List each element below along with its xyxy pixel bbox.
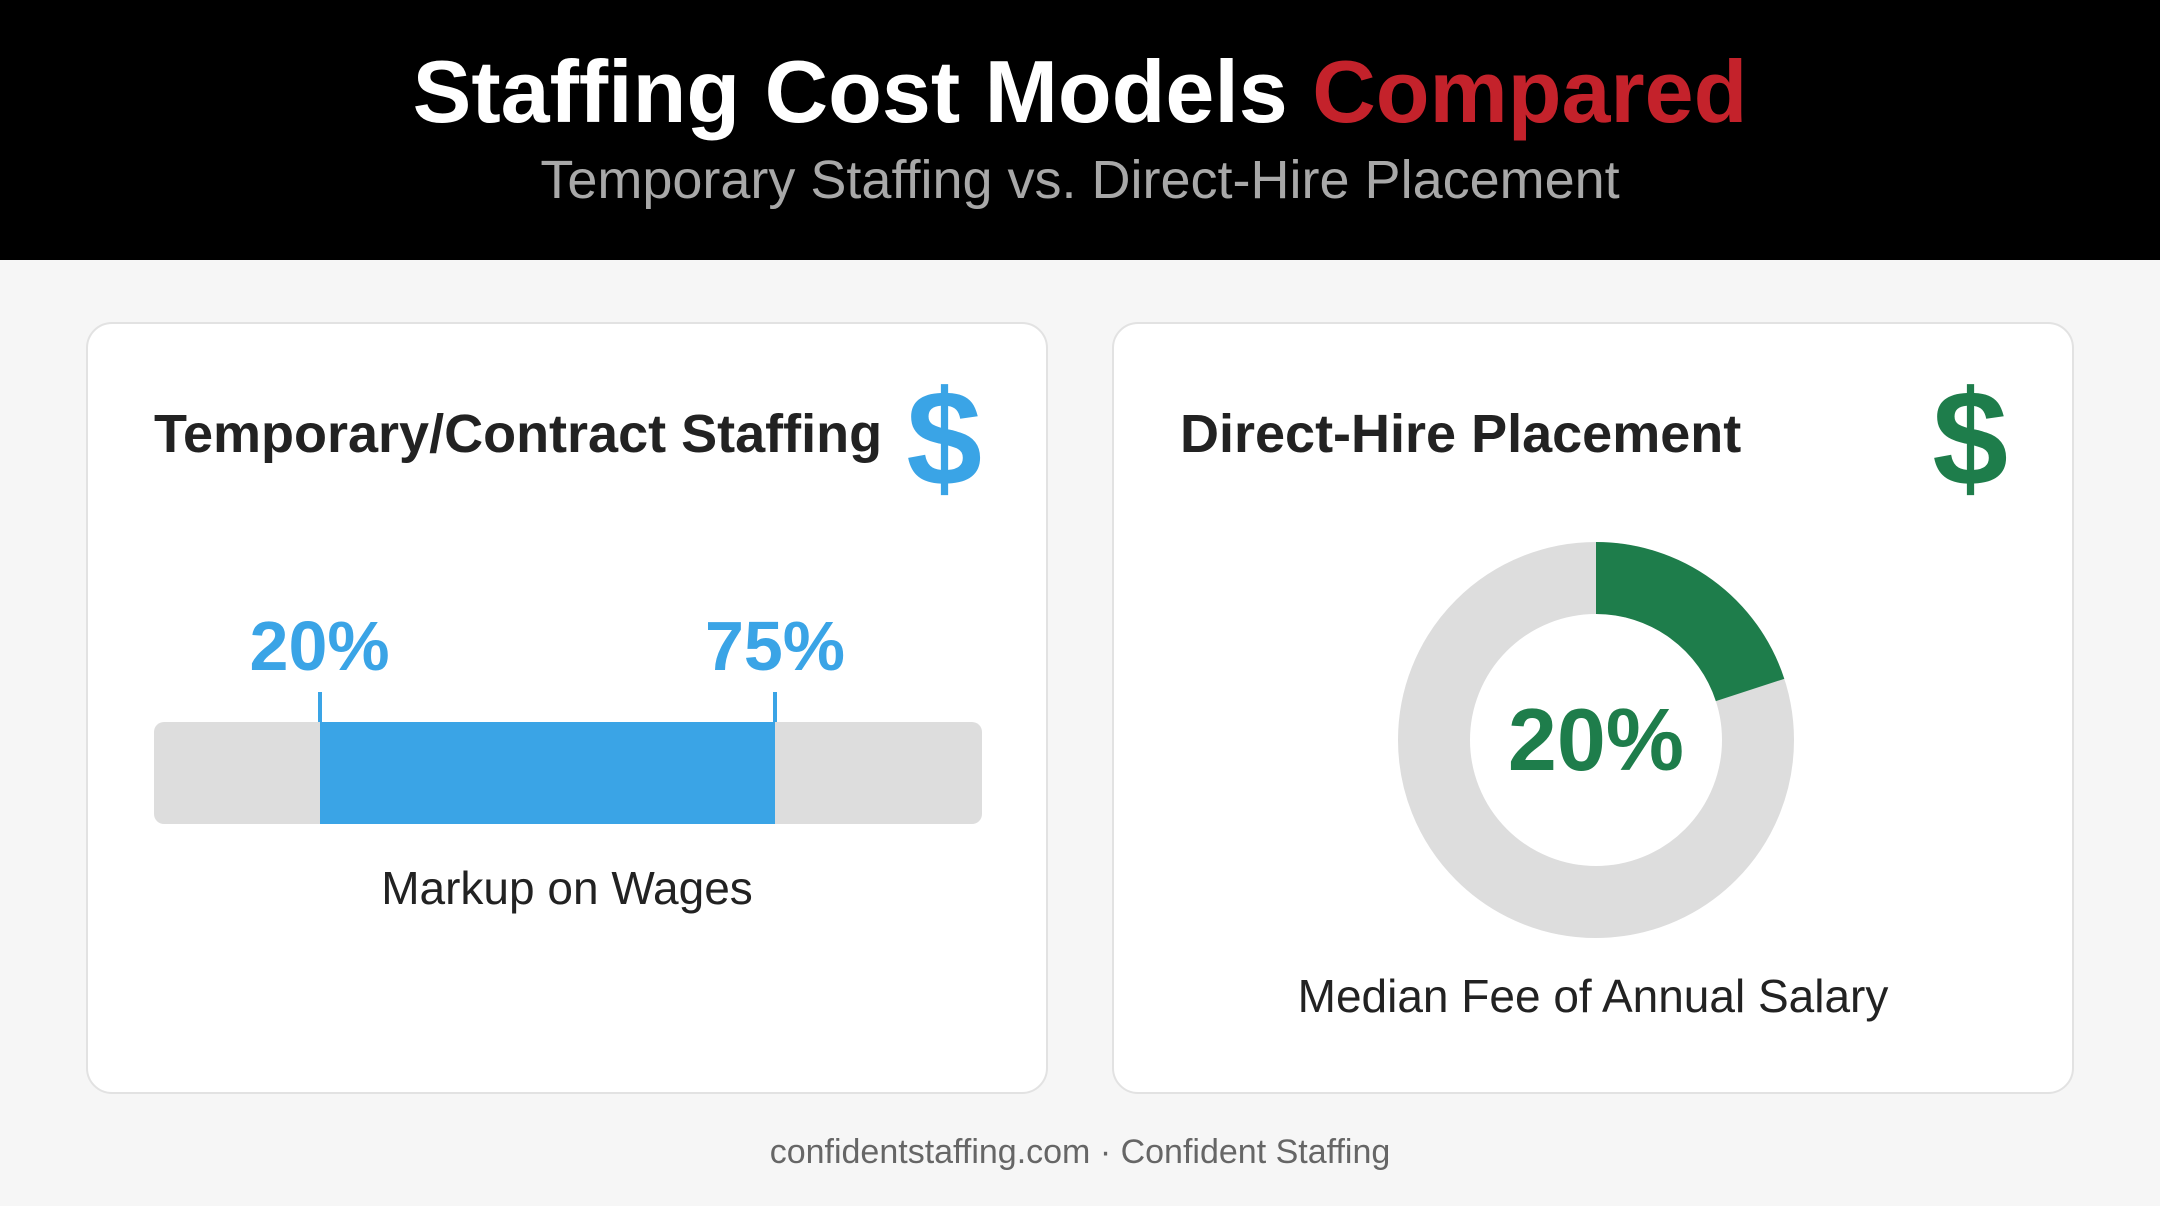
markup-range-track: [154, 722, 982, 824]
donut-center-label: 20%: [1507, 690, 1685, 789]
temp-card-caption: Markup on Wages: [381, 862, 753, 914]
temp-staffing-card: Temporary/Contract Staffing $ 20% 75% Ma…: [86, 322, 1048, 1094]
range-low-tick: [317, 692, 322, 726]
page-title: Staffing Cost Models Compared: [0, 42, 2160, 142]
page-title-main: Staffing Cost Models: [412, 42, 1288, 141]
footer-credit: confidentstaffing.com · Confident Staffi…: [769, 1133, 1391, 1171]
temp-card-title: Temporary/Contract Staffing: [154, 404, 883, 464]
page-subtitle: Temporary Staffing vs. Direct-Hire Place…: [540, 150, 1620, 210]
direct-hire-card: Direct-Hire Placement $ 20% Median Fee o…: [1112, 322, 2074, 1094]
dollar-sign-icon: $: [906, 362, 982, 514]
range-low-label: 20%: [249, 607, 390, 685]
direct-card-caption: Median Fee of Annual Salary: [1297, 970, 1889, 1022]
fee-donut-svg: [1398, 542, 1794, 938]
fee-donut-chart: 20%: [1398, 542, 1794, 938]
range-high-tick: [773, 692, 777, 726]
direct-card-title: Direct-Hire Placement: [1180, 404, 1742, 464]
range-high-label: 75%: [704, 607, 846, 685]
header-banner: Staffing Cost Models Compared Temporary …: [0, 0, 2160, 260]
page-title-accent: Compared: [1312, 42, 1748, 141]
dollar-sign-icon: $: [1932, 362, 2008, 514]
donut-slice-fee: [1595, 542, 1785, 702]
markup-range-fill: [319, 722, 775, 824]
